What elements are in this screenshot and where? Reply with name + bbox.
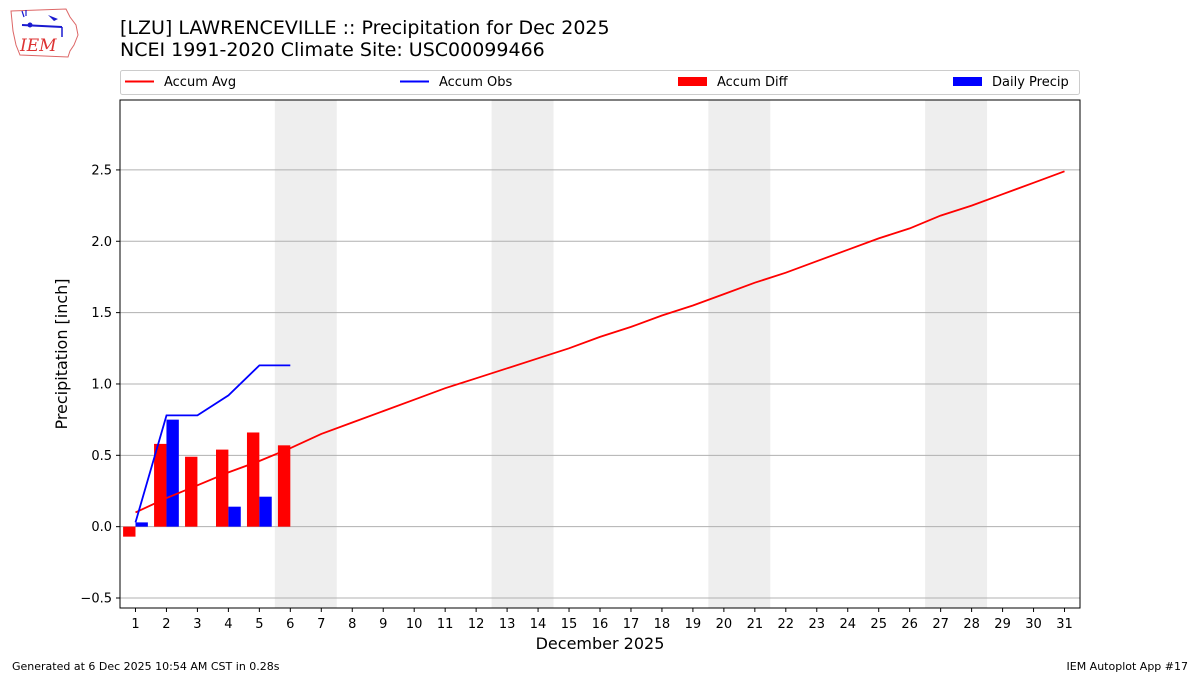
- x-tick-label: 4: [224, 617, 232, 632]
- accum-diff-bar: [154, 443, 167, 527]
- legend-swatch-daily-precip: [953, 77, 982, 86]
- legend-box: [120, 70, 1080, 95]
- legend-label: Accum Avg: [164, 75, 236, 90]
- x-tick-label: 15: [561, 617, 578, 632]
- x-tick-label: 8: [348, 617, 356, 632]
- legend-label: Accum Obs: [439, 75, 512, 90]
- y-axis-label: Precipitation [inch]: [52, 278, 71, 429]
- iem-logo: IEM: [10, 8, 79, 58]
- legend: Accum Avg Accum Obs Accum Diff Daily Precip: [120, 70, 1080, 95]
- x-tick-label: 11: [437, 617, 454, 632]
- weekend-band: [274, 100, 337, 608]
- legend-swatch-accum-diff: [678, 77, 707, 86]
- generated-timestamp: Generated at 6 Dec 2025 10:54 AM CST in …: [12, 660, 280, 673]
- y-tick-label: −0.5: [80, 592, 112, 607]
- daily-precip-bar: [135, 522, 148, 527]
- y-tick-label: 0.0: [91, 520, 112, 535]
- weekend-band: [708, 100, 771, 608]
- x-tick-label: 21: [747, 617, 764, 632]
- x-tick-label: 17: [623, 617, 640, 632]
- accum-obs-line: [134, 364, 291, 523]
- y-tick-label: 2.0: [91, 235, 112, 250]
- y-tick-label: 1.5: [91, 306, 112, 321]
- x-tick-label: 22: [778, 617, 795, 632]
- y-tick-label: 1.0: [91, 377, 112, 392]
- title-line-2: NCEI 1991-2020 Climate Site: USC00099466: [120, 39, 545, 61]
- logo-text: IEM: [19, 36, 57, 56]
- chart-title: [LZU] LAWRENCEVILLE :: Precipitation for…: [120, 17, 610, 61]
- accum-diff-bar: [246, 432, 260, 527]
- x-tick-label: 23: [809, 617, 826, 632]
- x-tick-label: 31: [1056, 617, 1073, 632]
- daily-precip-bar: [259, 496, 272, 527]
- x-tick-label: 12: [468, 617, 485, 632]
- x-tick-label: 16: [592, 617, 609, 632]
- x-tick-label: 13: [499, 617, 516, 632]
- x-tick-label: 9: [379, 617, 387, 632]
- x-tick-label: 26: [901, 617, 918, 632]
- x-tick-label: 24: [839, 617, 856, 632]
- x-tick-label: 5: [255, 617, 263, 632]
- daily-precip-bar: [166, 419, 179, 527]
- x-axis-label: December 2025: [536, 634, 665, 653]
- y-tick-label: 2.5: [91, 163, 112, 178]
- x-tick-label: 1: [131, 617, 139, 632]
- app-label: IEM Autoplot App #17: [1066, 660, 1189, 673]
- accum-diff-bar: [123, 526, 136, 537]
- x-tick-label: 2: [162, 617, 170, 632]
- accum-diff-bar: [216, 449, 229, 527]
- x-tick-label: 3: [193, 617, 201, 632]
- y-tick-label: 0.5: [91, 449, 112, 464]
- x-tick-label: 14: [530, 617, 547, 632]
- x-tick-label: 29: [994, 617, 1011, 632]
- x-tick-label: 7: [317, 617, 325, 632]
- legend-label: Accum Diff: [717, 75, 789, 90]
- accum-diff-bar: [185, 456, 198, 527]
- x-tick-label: 27: [932, 617, 949, 632]
- x-tick-label: 20: [716, 617, 733, 632]
- x-tick-label: 6: [286, 617, 294, 632]
- weekend-band: [925, 100, 988, 608]
- x-tick-label: 10: [406, 617, 423, 632]
- iem-iowa-logo-icon: [10, 8, 79, 58]
- daily-precip-bar: [228, 506, 241, 527]
- legend-label: Daily Precip: [992, 75, 1069, 90]
- x-tick-label: 19: [685, 617, 702, 632]
- plot-frame: [119, 99, 1081, 609]
- x-tick-label: 30: [1025, 617, 1042, 632]
- accum-avg-line: [135, 170, 1065, 514]
- title-line-1: [LZU] LAWRENCEVILLE :: Precipitation for…: [120, 17, 610, 39]
- accum-diff-bar: [277, 445, 291, 527]
- x-tick-label: 25: [870, 617, 887, 632]
- weekend-band: [491, 100, 554, 608]
- x-tick-label: 18: [654, 617, 671, 632]
- x-tick-label: 28: [963, 617, 980, 632]
